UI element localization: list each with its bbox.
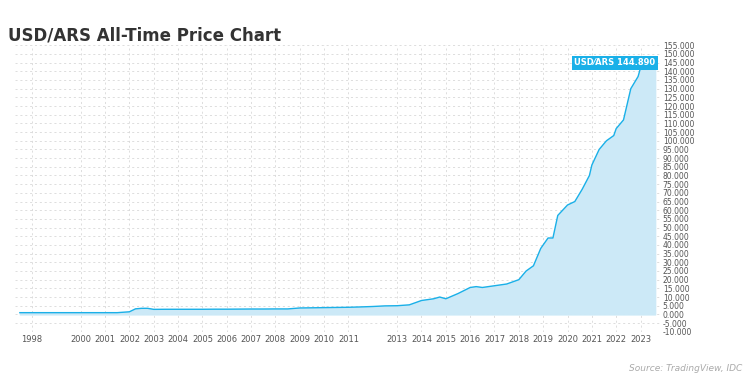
- Text: Source: TradingView, IDC: Source: TradingView, IDC: [629, 364, 742, 373]
- Text: USD⁄ARS 144.890: USD⁄ARS 144.890: [574, 58, 656, 67]
- Text: USD/ARS All-Time Price Chart: USD/ARS All-Time Price Chart: [8, 26, 280, 44]
